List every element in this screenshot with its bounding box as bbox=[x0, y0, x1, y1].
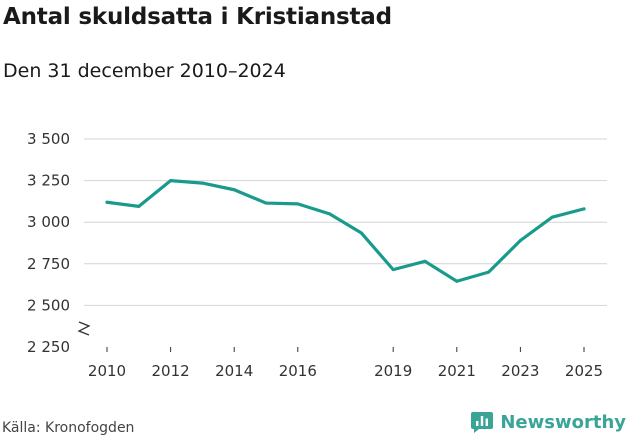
axis-break-icon bbox=[77, 321, 91, 336]
data-point bbox=[296, 202, 300, 206]
data-point bbox=[137, 204, 141, 208]
y-tick-label: 3 250 bbox=[27, 172, 70, 190]
data-point bbox=[391, 268, 395, 272]
data-point bbox=[487, 270, 491, 274]
brand-name: Newsworthy bbox=[500, 411, 626, 433]
newsworthy-logo-icon bbox=[471, 412, 494, 433]
x-tick-label: 2023 bbox=[501, 362, 539, 380]
y-tick-label: 3 000 bbox=[27, 213, 70, 231]
chart-subtitle: Den 31 december 2010–2024 bbox=[3, 60, 286, 82]
x-tick-label: 2025 bbox=[565, 362, 603, 380]
data-point bbox=[105, 200, 109, 204]
x-tick-label: 2016 bbox=[279, 362, 317, 380]
brand-logo: Newsworthy bbox=[470, 410, 626, 434]
data-point bbox=[359, 231, 363, 235]
x-axis bbox=[77, 321, 585, 352]
x-tick-label: 2014 bbox=[215, 362, 253, 380]
x-tick-label: 2021 bbox=[438, 362, 476, 380]
data-series bbox=[105, 179, 586, 283]
data-point bbox=[550, 215, 554, 219]
y-tick-label: 2 750 bbox=[27, 255, 70, 273]
data-point bbox=[232, 188, 236, 192]
data-point bbox=[264, 201, 268, 205]
data-point bbox=[518, 239, 522, 243]
data-point bbox=[200, 181, 204, 185]
data-point bbox=[169, 179, 173, 183]
data-point bbox=[423, 259, 427, 263]
x-tick-label: 2012 bbox=[152, 362, 190, 380]
data-point bbox=[455, 279, 459, 283]
data-point bbox=[582, 207, 586, 211]
source-note: Källa: Kronofogden bbox=[2, 420, 135, 436]
y-tick-label: 2 250 bbox=[27, 338, 70, 356]
y-axis-labels: 2 250 2 500 2 750 3 000 3 250 3 500 bbox=[27, 130, 70, 356]
data-point bbox=[328, 212, 332, 216]
series-line bbox=[105, 179, 586, 283]
x-axis-labels: 2010 2012 2014 2016 2019 2021 2023 2025 bbox=[88, 362, 603, 380]
x-tick-label: 2010 bbox=[88, 362, 126, 380]
y-tick-label: 2 500 bbox=[27, 296, 70, 314]
x-tick-label: 2019 bbox=[374, 362, 412, 380]
y-tick-label: 3 500 bbox=[27, 130, 70, 148]
chart-title: Antal skuldsatta i Kristianstad bbox=[3, 4, 392, 30]
